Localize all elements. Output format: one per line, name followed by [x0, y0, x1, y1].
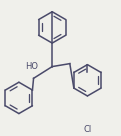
Text: HO: HO — [25, 62, 38, 71]
Text: Cl: Cl — [83, 125, 92, 134]
